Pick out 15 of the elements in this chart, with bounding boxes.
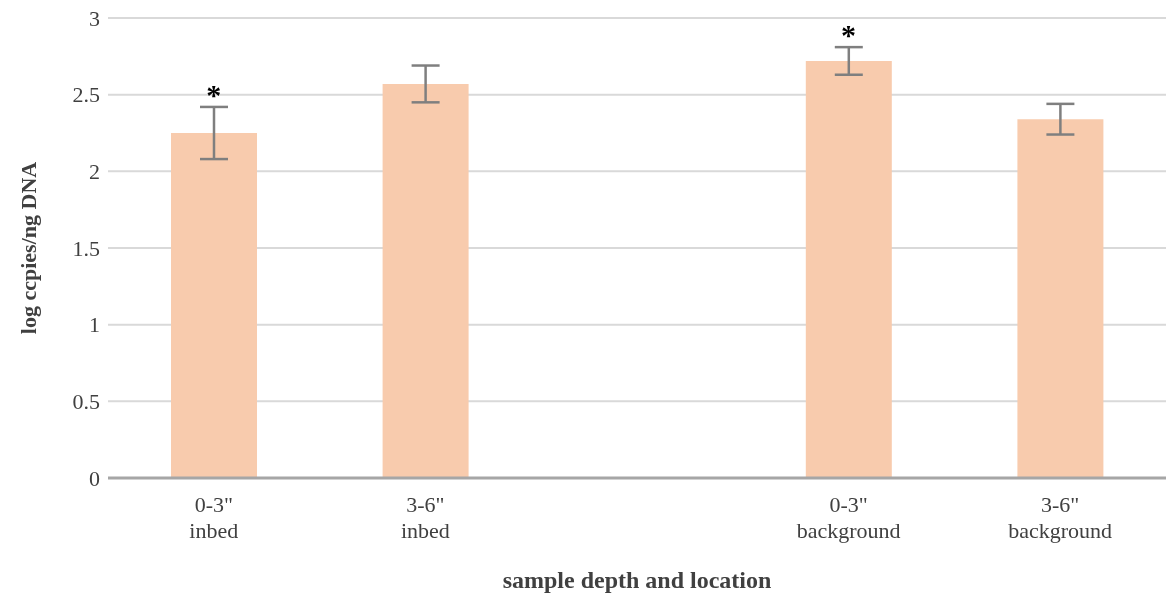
y-axis-title: log ccpies/ng DNA <box>15 161 41 335</box>
x-tick-label: 0-3" inbed <box>189 492 239 543</box>
y-tick-label: 1.5 <box>72 235 100 261</box>
x-axis-title: sample depth and location <box>502 567 772 593</box>
y-tick-label: 3 <box>89 5 100 31</box>
y-tick-label: 2 <box>89 159 100 185</box>
y-tick-label: 2.5 <box>72 82 100 108</box>
y-tick-label: 0.5 <box>72 389 100 415</box>
y-tick-label: 1 <box>89 312 100 338</box>
annotation: * <box>841 18 857 52</box>
y-tick-label: 0 <box>89 465 100 491</box>
x-tick-label: 3-6" inbed <box>400 492 450 543</box>
x-tick-label: 3-6" background <box>1008 492 1113 543</box>
annotation: * <box>206 77 222 111</box>
x-tick-label: 0-3" background <box>796 492 901 543</box>
